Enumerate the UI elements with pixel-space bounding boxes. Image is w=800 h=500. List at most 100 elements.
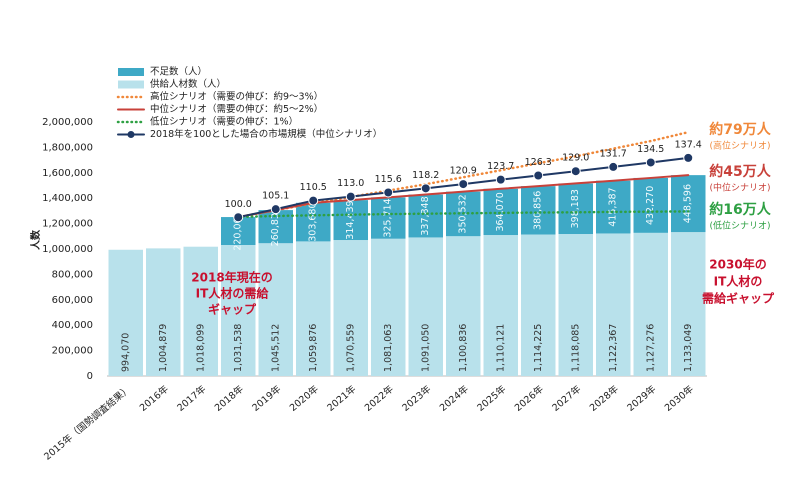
value-label: 380,856 xyxy=(533,191,544,230)
bar xyxy=(521,234,556,376)
annotation: 約79万人 xyxy=(709,121,771,138)
value-label: 314,439 xyxy=(345,200,356,239)
value-label: 100.0 xyxy=(225,199,252,210)
bar xyxy=(446,236,481,376)
x-tick-label: 2020年 xyxy=(287,383,321,414)
value-label: 1,045,512 xyxy=(270,324,281,372)
marker xyxy=(645,157,656,168)
bar xyxy=(371,197,406,239)
value-label: 1,100,836 xyxy=(458,324,469,372)
bar xyxy=(671,175,706,233)
value-label: 134.5 xyxy=(637,144,664,155)
bar xyxy=(408,194,443,238)
annotation: (高位シナリオ) xyxy=(709,140,770,152)
value-label: 448,596 xyxy=(683,184,694,223)
value-label: 1,114,225 xyxy=(533,324,544,372)
value-label: 123.7 xyxy=(487,161,514,172)
marker xyxy=(683,152,694,163)
value-label: 1,031,538 xyxy=(233,324,244,372)
y-tick-label: 600,000 xyxy=(52,295,93,306)
marker xyxy=(533,170,544,181)
legend-swatch xyxy=(127,131,135,138)
value-label: 325,714 xyxy=(383,198,394,237)
value-label: 1,118,085 xyxy=(570,324,581,372)
value-label: 1,059,876 xyxy=(308,324,319,372)
series-line xyxy=(237,210,690,219)
legend-label: 高位シナリオ（需要の伸び：約9～3%） xyxy=(150,91,323,103)
bar xyxy=(558,234,593,376)
value-label: 1,127,276 xyxy=(645,324,656,372)
x-tick-label: 2018年 xyxy=(212,383,246,414)
value-label: 1,110,121 xyxy=(495,324,506,372)
annotation: ギャップ xyxy=(208,302,257,317)
value-label: 260,835 xyxy=(270,207,281,246)
value-label: 398,183 xyxy=(570,189,581,228)
y-tick-label: 400,000 xyxy=(52,320,93,331)
marker xyxy=(270,204,281,215)
y-tick-label: 800,000 xyxy=(52,269,93,280)
value-label: 220,000 xyxy=(233,211,244,250)
y-tick-label: 200,000 xyxy=(52,346,93,357)
marker xyxy=(383,187,394,198)
value-label: 994,070 xyxy=(120,333,131,372)
value-label: 1,004,879 xyxy=(158,324,169,372)
y-tick-label: 1,400,000 xyxy=(42,193,93,204)
marker xyxy=(608,161,619,172)
x-tick-label: 2023年 xyxy=(400,383,434,414)
value-label: 120.9 xyxy=(450,166,477,177)
value-label: 415,387 xyxy=(608,187,619,226)
y-axis-label: 人数 xyxy=(29,229,42,250)
bar xyxy=(221,244,256,376)
bar xyxy=(633,232,668,376)
x-tick-label: 2025年 xyxy=(475,383,509,414)
value-label: 1,018,099 xyxy=(195,324,206,372)
value-label: 432,270 xyxy=(645,186,656,225)
y-tick-label: 0 xyxy=(87,371,93,382)
value-label: 113.0 xyxy=(337,178,364,189)
value-label: 131.7 xyxy=(600,148,627,159)
marker xyxy=(458,179,469,190)
bar xyxy=(146,248,181,376)
value-label: 1,070,559 xyxy=(345,324,356,372)
annotation: 約45万人 xyxy=(709,163,771,180)
x-tick-label: 2024年 xyxy=(437,383,471,414)
x-tick-label: 2030年 xyxy=(662,383,696,414)
marker xyxy=(308,195,319,206)
marker xyxy=(420,183,431,194)
legend-label: 低位シナリオ（需要の伸び：1%） xyxy=(150,116,298,128)
value-label: 105.1 xyxy=(262,191,289,202)
bar xyxy=(596,180,631,234)
value-label: 115.6 xyxy=(375,174,402,185)
x-tick-label: 2017年 xyxy=(175,383,209,414)
annotation: IT人材の需給 xyxy=(196,286,270,301)
value-label: 337,848 xyxy=(420,196,431,235)
bar xyxy=(521,186,556,235)
value-label: 1,091,050 xyxy=(420,324,431,372)
x-tick-label: 2021年 xyxy=(325,383,359,414)
bar xyxy=(333,240,368,376)
bar xyxy=(108,249,143,376)
bar xyxy=(296,241,331,376)
y-tick-label: 2,000,000 xyxy=(42,117,93,128)
x-tick-label: 2015年（国勢調査結果） xyxy=(42,383,134,463)
legend: 不足数（人）供給人材数（人）高位シナリオ（需要の伸び：約9～3%）中位シナリオ（… xyxy=(116,66,382,140)
value-label: 1,122,367 xyxy=(608,324,619,372)
legend-label: 不足数（人） xyxy=(150,66,207,78)
x-tick-label: 2016年 xyxy=(137,383,171,414)
value-label: 137.4 xyxy=(675,139,702,150)
legend-swatch xyxy=(118,68,144,76)
value-label: 110.5 xyxy=(300,182,327,193)
bar xyxy=(371,238,406,376)
marker xyxy=(345,191,356,202)
value-label: 1,133,049 xyxy=(683,324,694,372)
value-label: 129.0 xyxy=(562,153,589,164)
marker xyxy=(570,166,581,177)
x-tick-label: 2029年 xyxy=(625,383,659,414)
bar xyxy=(633,177,668,233)
annotation: (低位シナリオ) xyxy=(709,220,770,232)
x-tick-label: 2027年 xyxy=(550,383,584,414)
bar xyxy=(183,246,218,376)
annotation: 需給ギャップ xyxy=(702,291,775,306)
bar xyxy=(671,232,706,376)
